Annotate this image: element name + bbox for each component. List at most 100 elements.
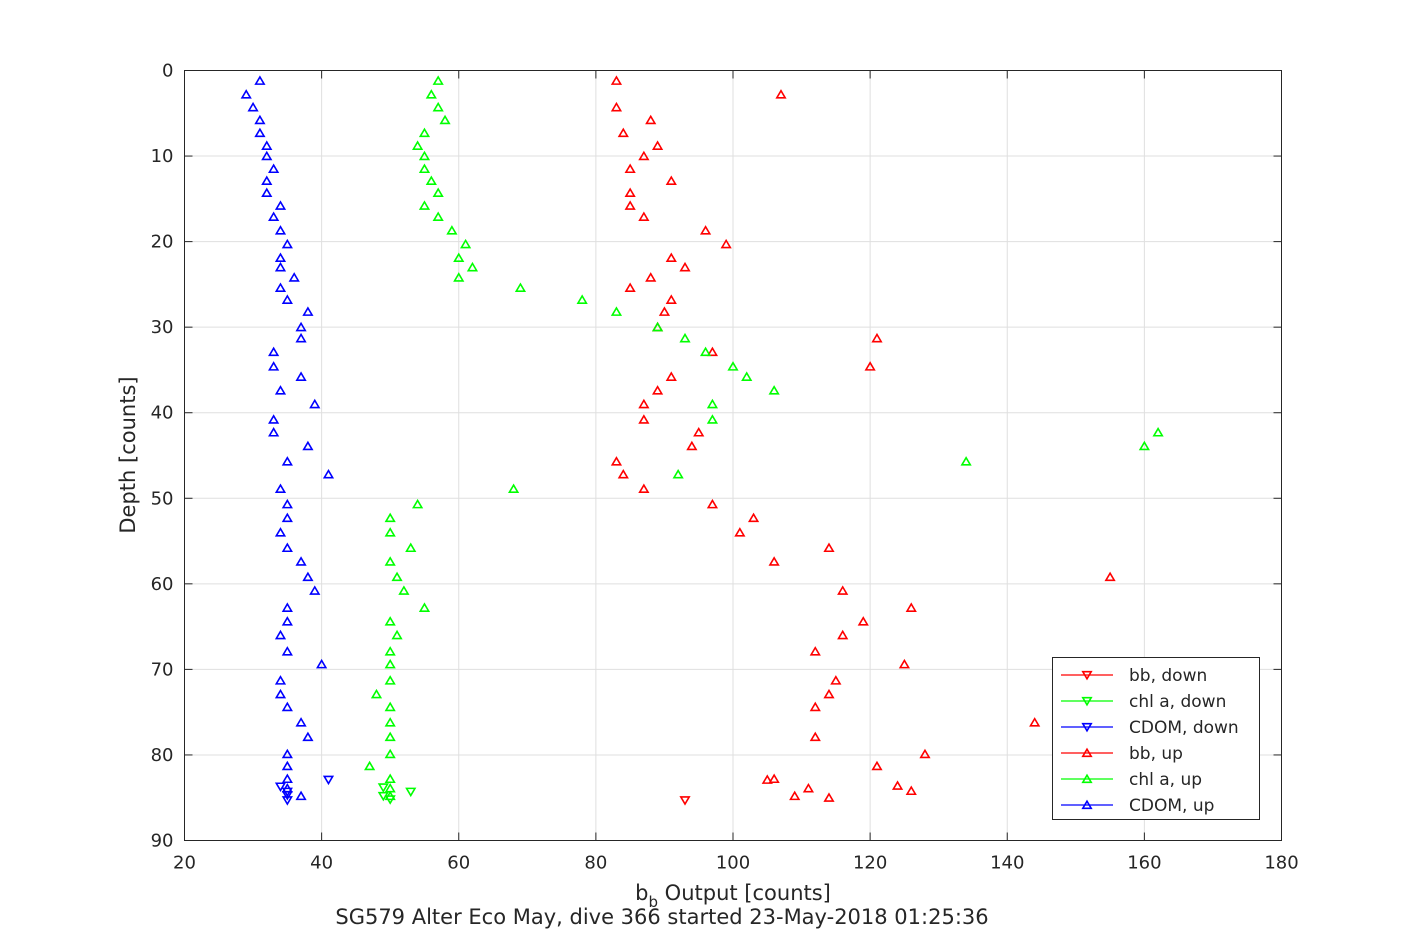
data-point [247, 101, 259, 112]
data-point [638, 398, 650, 409]
data-point [891, 780, 904, 790]
x-axis-label: bb Output [counts] [635, 881, 831, 911]
legend-item: chl a, up [1061, 770, 1202, 790]
data-point [775, 89, 787, 99]
data-point [514, 282, 527, 292]
legend-marker [1081, 747, 1093, 758]
legend-marker [1081, 799, 1093, 810]
data-point [638, 211, 650, 221]
data-point [364, 760, 376, 771]
data-point [658, 306, 671, 316]
data-point [699, 225, 712, 235]
data-point [391, 629, 403, 640]
data-point [768, 556, 780, 566]
data-point [686, 440, 698, 451]
data-point [857, 616, 869, 626]
data-point [706, 414, 719, 424]
data-point [295, 332, 307, 343]
data-point [377, 783, 389, 793]
data-point [281, 238, 293, 249]
data-point [645, 272, 657, 282]
x-tick-label: 20 [173, 853, 196, 874]
data-point [624, 200, 636, 210]
data-point [919, 748, 931, 759]
data-point [679, 332, 691, 343]
data-point [391, 571, 403, 582]
data-point [706, 398, 719, 409]
data-point [617, 127, 629, 138]
data-point [1029, 717, 1041, 727]
y-tick-label: 60 [151, 574, 174, 595]
data-point [960, 456, 972, 466]
data-point [905, 785, 917, 796]
data-point [576, 294, 588, 304]
data-point [809, 646, 821, 656]
data-point [309, 585, 321, 595]
series-5 [240, 75, 335, 801]
data-point [274, 629, 287, 640]
data-point [823, 542, 835, 553]
data-point [384, 556, 396, 566]
data-point [610, 101, 623, 112]
data-point [610, 75, 623, 85]
data-point [1138, 440, 1150, 451]
data-point [871, 760, 883, 771]
legend: bb, down chl a, down CDOM, down bb, up chl a… [1052, 657, 1260, 820]
data-point [384, 646, 396, 656]
data-point [261, 150, 273, 161]
data-point [281, 542, 293, 553]
data-point [1104, 571, 1116, 582]
legend-label: CDOM, down [1129, 718, 1239, 738]
data-point [384, 773, 396, 784]
data-point [384, 717, 396, 727]
data-point [281, 456, 293, 466]
data-point [268, 211, 280, 221]
data-point [281, 782, 293, 793]
data-point [384, 527, 396, 537]
x-tick-label: 40 [310, 853, 333, 874]
data-point [809, 731, 821, 742]
y-tick-label: 80 [151, 745, 174, 766]
data-point [405, 542, 417, 553]
legend-item: chl a, down [1061, 692, 1226, 712]
data-point [699, 346, 712, 357]
y-axis-label: Depth [counts] [116, 376, 140, 533]
x-tick-label: 60 [447, 853, 470, 874]
data-point [268, 414, 280, 424]
data-point [439, 114, 451, 125]
data-point [295, 321, 307, 332]
data-point [281, 773, 293, 784]
x-tick-label: 80 [584, 853, 607, 874]
data-point [809, 701, 821, 712]
series-1 [377, 783, 417, 805]
y-tick-label: 10 [151, 146, 174, 167]
axis-ticks: 20 40 60 80 100 120 140 160 180 0 10 20 30 40 50 60 70 80… [151, 61, 1299, 874]
data-point [309, 398, 321, 409]
data-point [460, 238, 472, 249]
data-point [706, 498, 719, 509]
data-point [823, 688, 835, 699]
data-point [268, 163, 280, 174]
data-point [720, 238, 732, 249]
data-point [261, 187, 273, 198]
data-point [268, 346, 280, 357]
data-point [624, 163, 636, 174]
x-tick-label: 100 [716, 853, 750, 874]
data-point [466, 261, 479, 272]
data-point [679, 261, 691, 272]
y-tick-label: 30 [151, 317, 174, 338]
data-point [672, 468, 684, 479]
data-point [432, 211, 444, 221]
data-point [665, 252, 677, 263]
data-point [610, 306, 623, 316]
data-point [432, 75, 444, 85]
data-point [645, 114, 657, 125]
data-point [446, 225, 458, 235]
data-point [665, 175, 677, 186]
y-tick-label: 20 [151, 232, 174, 253]
data-point [274, 483, 287, 494]
legend-label: bb, down [1129, 666, 1207, 686]
data-point [398, 585, 410, 595]
data-point [768, 773, 780, 784]
data-point [761, 774, 773, 784]
